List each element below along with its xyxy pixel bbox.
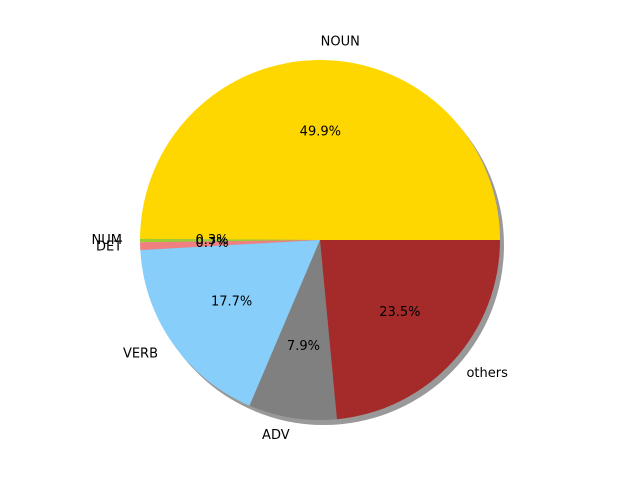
slice-percent-others: 23.5% [379,305,420,320]
slice-percent-adv: 7.9% [287,339,320,354]
slice-label-adv: ADV [262,428,290,443]
slice-percent-noun: 49.9% [300,125,341,140]
slice-percent-det: 0.7% [196,236,229,251]
pie-labels: NOUN 49.9% NUM 0.3% DET 0.7% VERB 17.7% ADV 7.9% o… [92,35,509,444]
pie-slice-others [320,240,500,420]
slice-label-others: others [466,366,508,381]
slice-label-num: NUM [92,233,122,248]
slice-label-verb: VERB [123,346,158,361]
pie-slice-adv [249,240,337,420]
pie-slice-det [140,240,320,251]
pie-slice-noun [140,59,501,241]
slice-percent-verb: 17.7% [211,295,252,310]
slice-label-det: DET [96,239,122,254]
slice-label-noun: NOUN [321,35,360,50]
pie-slices [140,59,501,420]
pie-slice-num [140,238,320,243]
pie-slice-verb [140,240,320,406]
slice-percent-num: 0.3% [195,233,228,248]
